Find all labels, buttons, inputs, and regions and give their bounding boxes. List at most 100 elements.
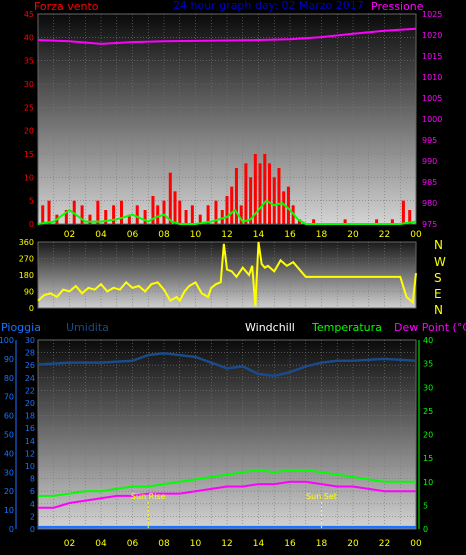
- tick-labels-layer: 0202040406060808101012121414161618182020…: [0, 10, 442, 549]
- wind-speed-bar: [390, 219, 394, 224]
- windchill-legend-label: Windchill: [245, 321, 295, 334]
- y-inner-tick-label: 6: [30, 487, 35, 496]
- wind-speed-bar: [272, 177, 276, 224]
- wind-speed-bar: [127, 214, 131, 224]
- wind-speed-bar: [214, 200, 218, 224]
- y-inner-tick-label: 30: [25, 336, 35, 345]
- y-left-tick-label: 100: [0, 336, 14, 345]
- graph-title: 24 hour graph day: 02 Marzo 2017: [173, 0, 364, 12]
- wind-speed-bar: [312, 219, 316, 224]
- wind-speed-bar: [286, 186, 290, 224]
- pressure-axis-label: Pressione: [371, 0, 424, 13]
- y-right-tick-label: 1025: [422, 10, 442, 19]
- wind-speed-bar: [112, 205, 116, 224]
- x-tick-label: 04: [95, 230, 107, 240]
- marks-layer: Sun Rise Sun Set: [37, 27, 417, 529]
- x-tick-label: 02: [64, 230, 75, 240]
- wind-speed-bar: [198, 214, 202, 224]
- compass-label: E: [434, 287, 442, 301]
- y-left-tick-label: 20: [4, 487, 14, 496]
- y-left-tick-label: 180: [19, 271, 34, 280]
- y-left-tick-label: 60: [4, 412, 14, 421]
- compass-label: N: [434, 303, 443, 317]
- wind-speed-bar: [297, 219, 301, 224]
- x-tick-label: 14: [253, 230, 265, 240]
- y-left-tick-label: 0: [9, 525, 14, 534]
- compass-label: N: [434, 238, 443, 252]
- y-inner-tick-label: 4: [30, 500, 35, 509]
- rain-axis-label: Pioggia: [1, 321, 41, 334]
- gust-line: [37, 199, 417, 225]
- temperature-legend-label: Temperatura: [311, 321, 382, 334]
- wind-speed-bar: [343, 219, 347, 224]
- wind-speed-bar: [258, 163, 262, 224]
- y-right-tick-label: 1010: [422, 73, 442, 82]
- y-right-tick-label: 1000: [422, 115, 442, 124]
- wind-speed-bar: [162, 200, 166, 224]
- y-right-tick-label: 30: [423, 383, 433, 392]
- wind-speed-bar: [143, 210, 147, 224]
- y-left-tick-label: 15: [24, 150, 34, 159]
- wind-speed-bar: [408, 210, 412, 224]
- y-left-tick-label: 0: [29, 304, 34, 313]
- humidity-line: [37, 351, 417, 378]
- y-inner-tick-label: 8: [30, 475, 35, 484]
- temperature-line: [38, 468, 416, 497]
- compass-label: S: [434, 271, 442, 285]
- wind-speed-bar: [206, 205, 210, 224]
- x-tick-label: 18: [316, 539, 328, 549]
- y-inner-tick-label: 24: [25, 374, 35, 383]
- x-tick-label: 18: [316, 230, 328, 240]
- x-tick-label: 00: [410, 230, 422, 240]
- wind-direction-line: [37, 241, 417, 307]
- y-left-tick-label: 90: [4, 355, 14, 364]
- wind-speed-bar: [282, 191, 286, 224]
- y-left-tick-label: 40: [24, 33, 34, 42]
- y-left-tick-label: 50: [4, 431, 14, 440]
- x-tick-label: 12: [221, 230, 232, 240]
- wind-speed-bar: [151, 196, 155, 224]
- y-right-tick-label: 1020: [422, 31, 442, 40]
- y-left-tick-label: 20: [24, 127, 34, 136]
- x-tick-label: 10: [190, 230, 202, 240]
- y-right-tick-label: 1015: [422, 52, 442, 61]
- wind-speed-bar: [184, 210, 188, 224]
- y-inner-tick-label: 2: [30, 512, 35, 521]
- x-tick-label: 20: [347, 230, 359, 240]
- humidity-axis-label: Umidita: [66, 321, 109, 334]
- x-tick-label: 10: [190, 539, 202, 549]
- y-right-tick-label: 975: [422, 220, 437, 229]
- wind-speed-bar: [234, 168, 238, 224]
- y-left-tick-label: 0: [29, 220, 34, 229]
- wind-speed-bar: [249, 177, 253, 224]
- x-tick-label: 20: [347, 539, 359, 549]
- y-right-tick-label: 35: [423, 360, 433, 369]
- x-tick-label: 00: [410, 539, 422, 549]
- y-left-tick-label: 40: [4, 449, 14, 458]
- y-left-tick-label: 45: [24, 10, 34, 19]
- y-right-tick-label: 0: [423, 525, 428, 534]
- wind-speed-bar: [244, 163, 248, 224]
- y-left-tick-label: 90: [24, 288, 34, 297]
- y-right-tick-label: 5: [423, 501, 428, 510]
- compass-label: W: [434, 255, 446, 269]
- wind-speed-bar: [41, 205, 45, 224]
- x-tick-label: 06: [127, 539, 139, 549]
- x-tick-label: 02: [64, 539, 75, 549]
- y-inner-tick-label: 14: [25, 437, 35, 446]
- y-left-tick-label: 70: [4, 393, 14, 402]
- y-right-tick-label: 20: [423, 431, 433, 440]
- wind-speed-bar: [253, 154, 257, 224]
- wind-speed-bar: [220, 210, 224, 224]
- wind-speed-bar: [277, 168, 281, 224]
- y-right-tick-label: 15: [423, 454, 433, 463]
- x-tick-label: 04: [95, 539, 107, 549]
- x-tick-label: 22: [379, 230, 390, 240]
- sun-rise-label: Sun Rise: [131, 492, 166, 501]
- y-left-tick-label: 25: [24, 103, 34, 112]
- y-right-tick-label: 10: [423, 478, 433, 487]
- x-tick-label: 06: [127, 230, 139, 240]
- wind-speed-bar: [268, 163, 272, 224]
- y-left-tick-label: 270: [19, 255, 34, 264]
